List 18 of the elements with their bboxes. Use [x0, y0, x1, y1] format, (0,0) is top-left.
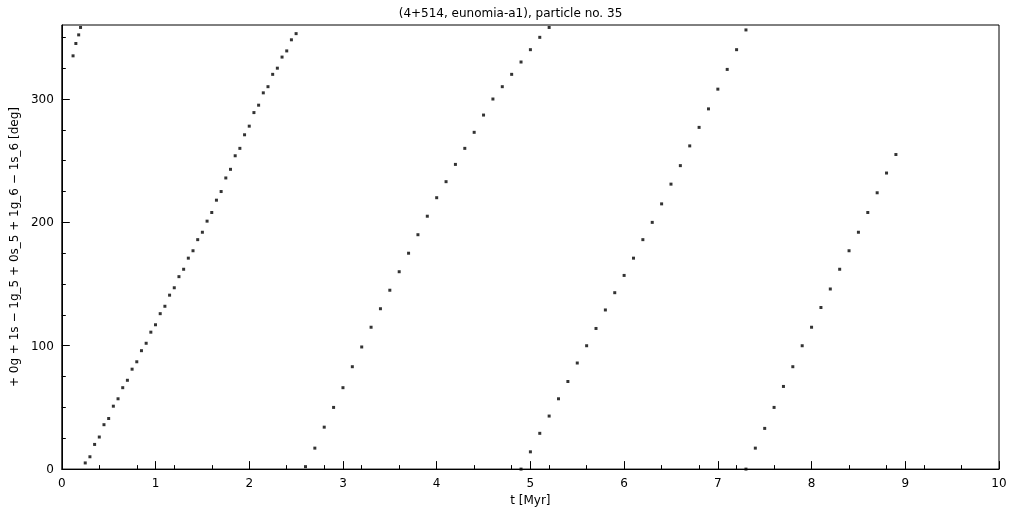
x-tick-label: 0 — [57, 476, 66, 491]
y-tick-label: 200 — [30, 215, 54, 230]
x-tick-label: 2 — [245, 476, 254, 491]
x-axis-title: t [Myr] — [510, 493, 551, 507]
x-tick-label: 9 — [901, 476, 910, 491]
x-tick-label: 6 — [620, 476, 628, 491]
y-tick-label: 300 — [30, 92, 54, 107]
x-tick-label: 5 — [526, 476, 535, 491]
y-tick-label: 100 — [30, 338, 54, 353]
x-tick-label: 8 — [807, 476, 816, 491]
x-tick-label: 10 — [991, 476, 1007, 491]
x-tick-label: 7 — [714, 476, 722, 491]
y-axis-title: + 0g + 1s − 1g_5 + 0s_5 + 1g_6 − 1s_6 [deg] — [7, 107, 21, 388]
x-tick-label: 1 — [151, 476, 160, 491]
x-tick-label: 3 — [339, 476, 347, 491]
y-tick-label: 0 — [46, 462, 54, 477]
x-tick-label: 4 — [432, 476, 441, 491]
chart-title: (4+514, eunomia-a1), particle no. 35 — [398, 6, 623, 20]
